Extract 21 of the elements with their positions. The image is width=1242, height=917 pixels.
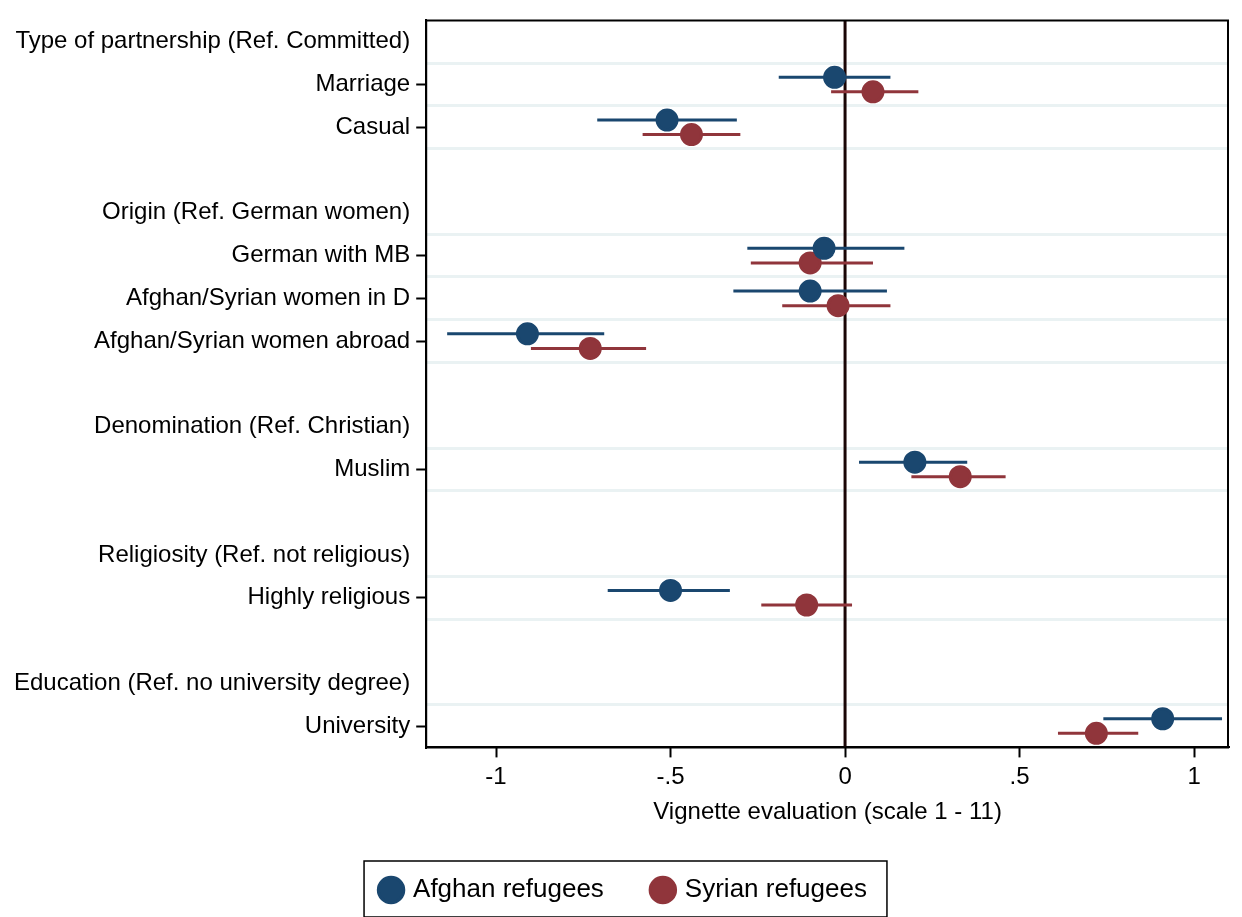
legend-label: Afghan refugees (413, 873, 604, 904)
y-tick-label: Denomination (Ref. Christian) (94, 411, 411, 439)
x-tick-label: -.5 (656, 762, 685, 790)
y-tick-label: Highly religious (247, 582, 411, 610)
y-tick-label: Muslim (334, 454, 411, 482)
y-tick-label: Marriage (315, 69, 411, 97)
y-tick-label: University (304, 710, 411, 738)
y-tick-label: German with MB (231, 240, 411, 268)
x-axis-title: Vignette evaluation (scale 1 - 11) (653, 797, 1002, 825)
legend-label: Syrian refugees (684, 873, 867, 904)
x-tick-label: 0 (838, 762, 852, 790)
y-tick-label: Religiosity (Ref. not religious) (98, 539, 411, 567)
y-tick-label: Afghan/Syrian women in D (126, 283, 411, 310)
x-tick-label: -1 (485, 762, 507, 790)
y-tick-label: Type of partnership (Ref. Committed) (15, 26, 411, 54)
x-tick-label: .5 (1009, 762, 1030, 790)
y-tick-label: Origin (Ref. German women) (102, 197, 411, 225)
x-tick-label: 1 (1187, 762, 1201, 790)
y-tick-label: Afghan/Syrian women abroad (94, 325, 411, 353)
y-tick-label: Education (Ref. no university degree) (13, 667, 411, 695)
y-tick-label: Casual (335, 111, 411, 139)
